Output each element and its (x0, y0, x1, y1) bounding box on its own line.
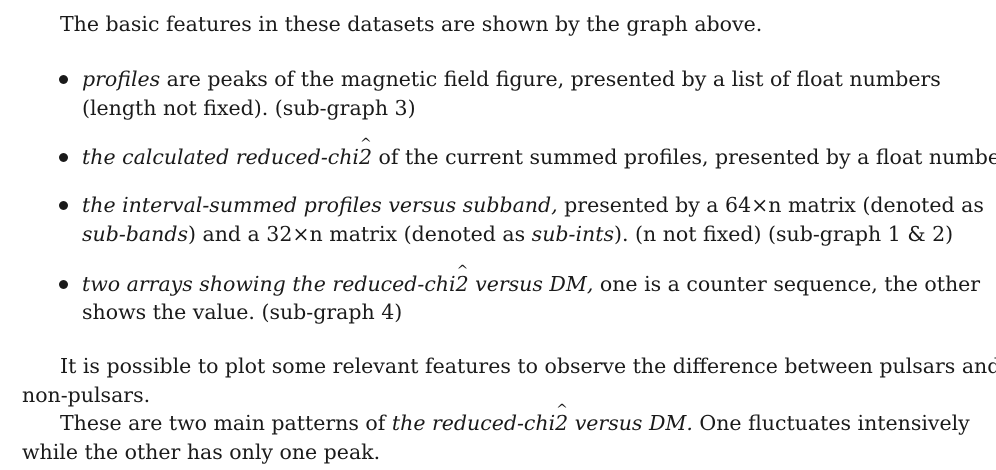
hat-two: 2 (555, 403, 568, 434)
term-reduced-chi-dm: the reduced-chi2 versus DM. (391, 403, 693, 435)
paragraph-3-rest: One fluctuates intensively (692, 411, 970, 435)
hat-two: 2 (456, 264, 469, 295)
paragraph-2-text: It is possible to plot some relevant fea… (60, 354, 996, 378)
bullet-3-end: ). (n not fixed) (sub-graph 1 & 2) (613, 222, 954, 246)
bullet-3-text: presented by a 64×n matrix (denoted as (557, 193, 984, 217)
term-text: the calculated reduced-chi (82, 145, 359, 169)
bullet-dot-3 (59, 201, 68, 210)
bullet-3-line-2: sub-bands) and a 32×n matrix (denoted as… (82, 224, 953, 245)
bullet-dot-4 (59, 280, 68, 289)
bullet-4-line-1: two arrays showing the reduced-chi2 vers… (82, 264, 981, 296)
term-interval-summed: the interval-summed profiles versus subb… (82, 193, 558, 217)
term-sub-bands: sub-bands (82, 222, 188, 246)
paragraph-2-continuation: non-pulsars. (22, 383, 151, 407)
bullet-1-continuation: (length not fixed). (sub-graph 3) (82, 96, 416, 120)
hat-two: 2 (359, 137, 372, 168)
term-two-arrays: two arrays showing the reduced-chi2 vers… (82, 264, 594, 296)
term-text: two arrays showing the reduced-chi (82, 272, 456, 296)
bullet-2-text: of the current summed profiles, presente… (372, 145, 996, 169)
term-profiles: profiles (82, 67, 161, 91)
paragraph-3-line-2: while the other has only one peak. (22, 442, 380, 463)
term-text-end: versus DM, (468, 272, 594, 296)
bullet-4-continuation: shows the value. (sub-graph 4) (82, 300, 403, 324)
term-reduced-chi: the calculated reduced-chi2 (82, 137, 372, 169)
paragraph-2-line-2: non-pulsars. (22, 385, 150, 406)
bullet-2-line-1: the calculated reduced-chi2 of the curre… (82, 137, 996, 169)
paragraph-3-continuation: while the other has only one peak. (22, 440, 381, 464)
paragraph-3-line-1: These are two main patterns of the reduc… (60, 403, 970, 435)
bullet-4-line-2: shows the value. (sub-graph 4) (82, 302, 402, 323)
bullet-1-line-1: profiles are peaks of the magnetic field… (82, 69, 941, 90)
term-text: the reduced-chi (391, 411, 556, 435)
bullet-4-text: one is a counter sequence, the other (593, 272, 981, 296)
paragraph-2-line-1: It is possible to plot some relevant fea… (60, 356, 996, 377)
bullet-1-text: are peaks of the magnetic field figure, … (160, 67, 941, 91)
intro-sentence: The basic features in these datasets are… (60, 12, 763, 36)
bullet-dot-2 (59, 153, 68, 162)
intro-text: The basic features in these datasets are… (60, 14, 762, 35)
term-sub-ints: sub-ints (531, 222, 614, 246)
bullet-1-line-2: (length not fixed). (sub-graph 3) (82, 98, 416, 119)
term-text-end: versus DM. (568, 411, 693, 435)
bullet-dot-1 (59, 75, 68, 84)
bullet-3-mid: ) and a 32×n matrix (denoted as (187, 222, 532, 246)
paragraph-3-text: These are two main patterns of (60, 411, 392, 435)
bullet-3-line-1: the interval-summed profiles versus subb… (82, 195, 984, 216)
